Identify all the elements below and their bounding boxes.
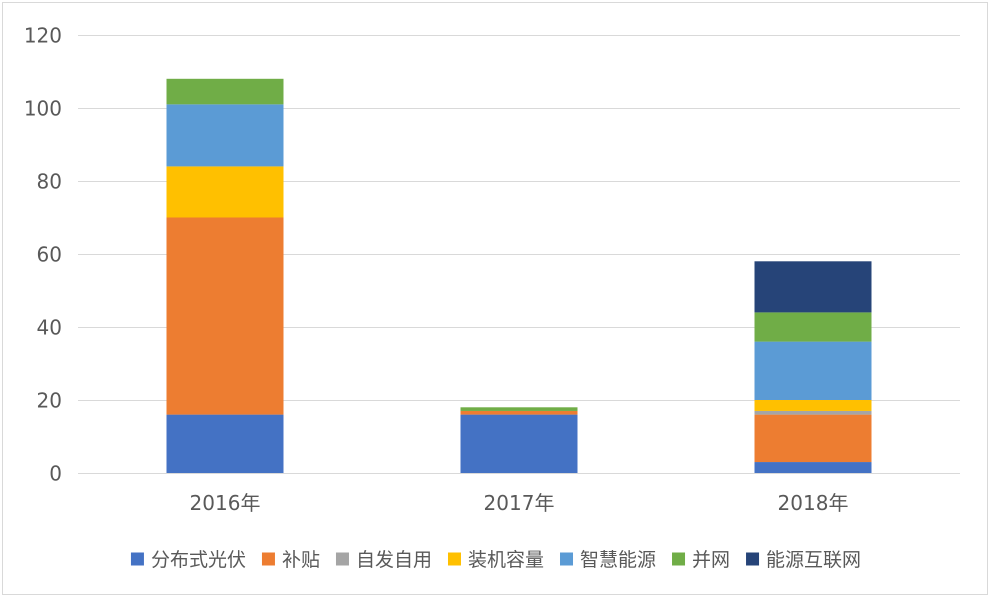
legend-label: 并网 [692,549,730,571]
bar-segment [754,400,872,411]
legend-swatch [746,552,760,566]
bar-segment [166,104,284,167]
legend-item: 补贴 [261,549,320,571]
legend-label: 自发自用 [356,549,432,571]
y-tick-label: 120 [24,24,62,48]
bar-segment [754,410,872,415]
y-tick-label: 60 [37,243,62,267]
legend-item: 装机容量 [447,549,544,571]
y-tick-label: 20 [37,389,62,413]
legend-label: 装机容量 [468,549,544,571]
bar-segment [460,414,578,473]
legend-swatch [672,552,686,566]
x-tick-label: 2018年 [778,491,849,515]
legend-item: 分布式光伏 [130,549,246,571]
legend-swatch [130,552,144,566]
legend-label: 智慧能源 [580,549,656,571]
bar-segment [460,407,578,411]
legend-item: 能源互联网 [746,549,861,571]
bar-segment [166,217,284,415]
bar-segment [754,312,872,342]
bar-segment [166,414,284,473]
bar-segment [460,410,578,415]
y-axis: 0 20 40 60 80 100 120 [24,24,62,486]
bars [166,78,872,473]
legend-swatch [335,552,349,566]
legend-label: 补贴 [282,549,320,571]
x-axis: 2016年 2017年 2018年 [190,491,849,515]
legend: 分布式光伏 补贴 自发自用 装机容量 智慧能源 并网 能源互联网 [130,549,861,571]
bar-segment [754,261,872,313]
legend-item: 智慧能源 [560,549,656,571]
legend-swatch [261,552,275,566]
bar-segment [166,78,284,105]
bar-segment [754,414,872,463]
bar-segment [754,341,872,400]
x-tick-label: 2017年 [484,491,555,515]
legend-item: 并网 [672,549,730,571]
legend-item: 自发自用 [335,549,432,571]
y-tick-label: 40 [37,316,62,340]
bar-segment [166,166,284,218]
y-tick-label: 0 [49,462,62,486]
legend-label: 能源互联网 [766,549,861,571]
x-tick-label: 2016年 [190,491,261,515]
legend-swatch [560,552,574,566]
legend-label: 分布式光伏 [151,549,246,571]
y-tick-label: 100 [24,97,62,121]
y-tick-label: 80 [37,170,62,194]
bar-segment [754,462,872,473]
legend-swatch [447,552,461,566]
